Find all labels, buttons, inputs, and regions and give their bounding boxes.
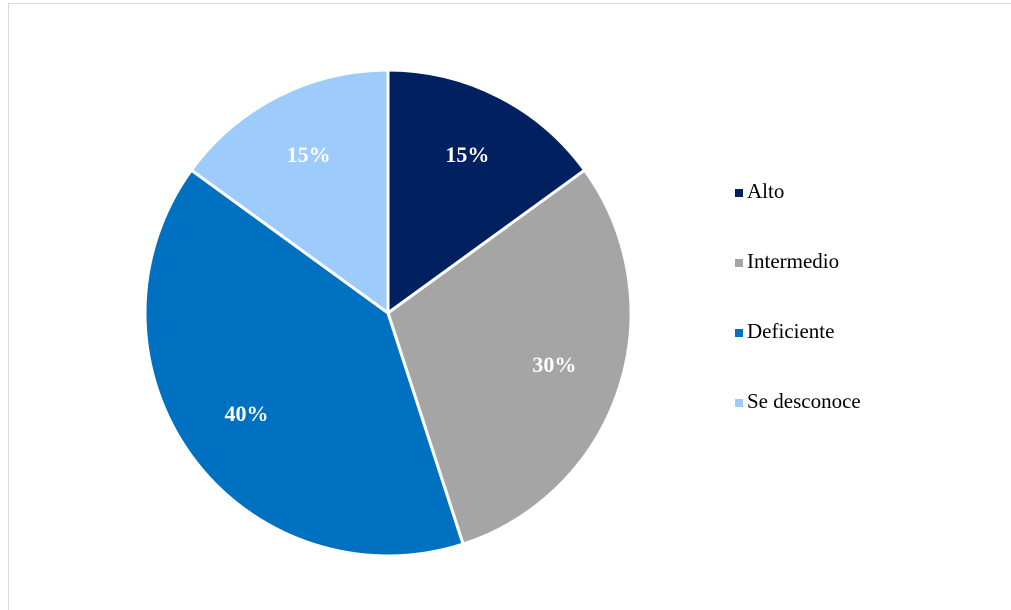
- legend-swatch: [735, 399, 743, 407]
- legend-label: Deficiente: [747, 319, 834, 343]
- pie-slice: [189, 68, 390, 316]
- pie-slice: [143, 168, 465, 558]
- legend-label: Se desconoce: [747, 389, 861, 413]
- data-label: 30%: [532, 352, 576, 377]
- legend-swatch: [735, 329, 743, 337]
- legend-swatch: [735, 259, 743, 267]
- legend-label: Intermedio: [747, 249, 839, 273]
- data-label: 15%: [287, 142, 331, 167]
- data-label: 40%: [224, 401, 268, 426]
- legend-swatch: [735, 189, 743, 197]
- pie-slice: [386, 68, 587, 316]
- legend-label: Alto: [747, 179, 784, 203]
- data-label: 15%: [445, 142, 489, 167]
- pie-slice: [386, 168, 633, 546]
